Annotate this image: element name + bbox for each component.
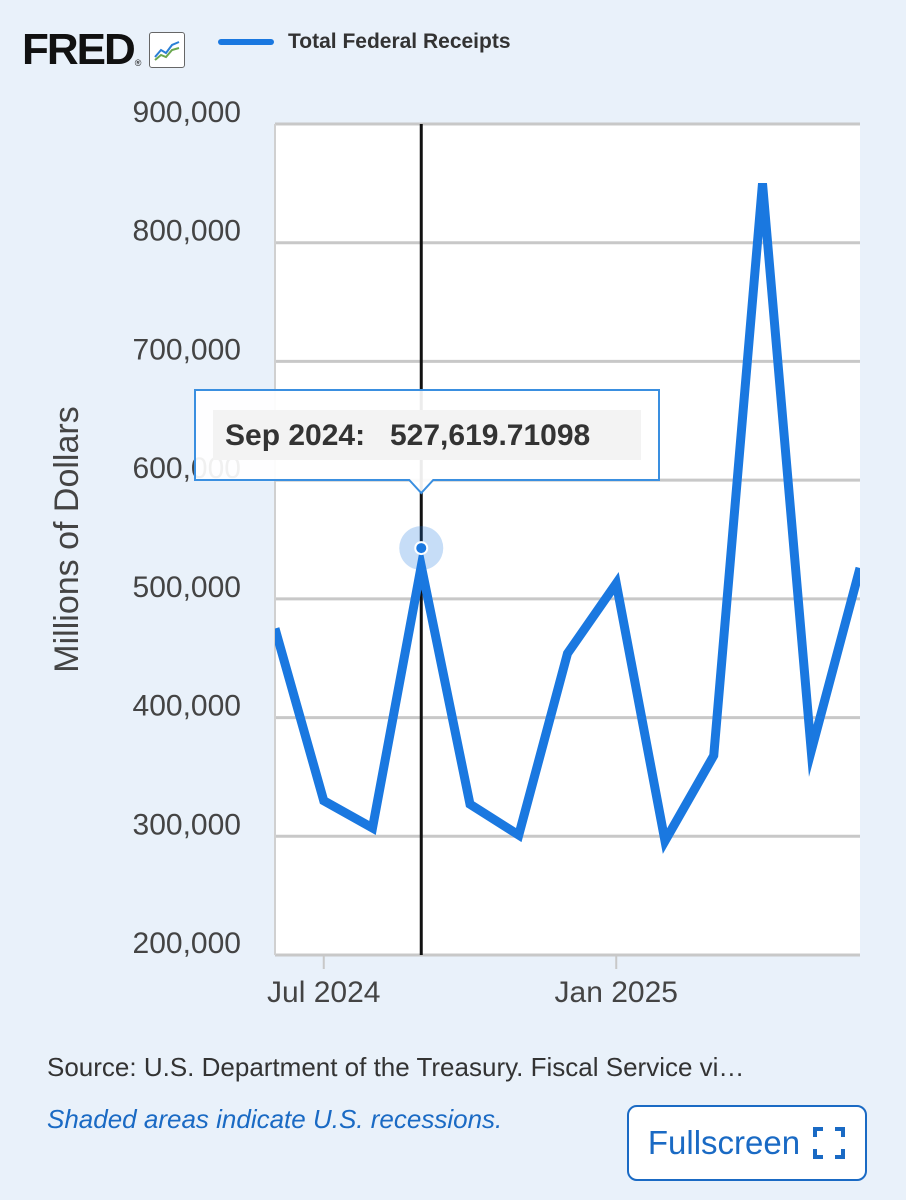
data-point[interactable] — [563, 648, 573, 658]
y-axis-label: Millions of Dollars — [48, 406, 86, 672]
data-point[interactable] — [465, 799, 475, 809]
data-point[interactable] — [319, 796, 329, 806]
data-point[interactable] — [855, 563, 865, 573]
chart-legend: Total Federal Receipts — [218, 30, 511, 54]
tooltip-value: 527,619.71098 — [390, 419, 590, 452]
fred-logo[interactable]: FRED ® — [22, 25, 186, 74]
y-tick-label: 700,000 — [133, 333, 241, 366]
x-tick-label: Jan 2025 — [555, 976, 678, 1009]
y-tick-label: 400,000 — [133, 690, 241, 723]
line-chart-icon — [149, 32, 186, 68]
y-tick-label: 800,000 — [133, 215, 241, 248]
tooltip-date: Sep 2024: — [225, 419, 365, 452]
fullscreen-label: Fullscreen — [647, 1124, 801, 1161]
data-point[interactable] — [660, 836, 670, 846]
fred-logo-text: FRED — [22, 25, 136, 74]
y-tick-label: 200,000 — [133, 927, 241, 960]
data-point[interactable] — [368, 823, 378, 833]
y-tick-label: 900,000 — [133, 96, 241, 129]
source-note: Source: U.S. Department of the Treasury.… — [47, 1052, 745, 1082]
data-point[interactable] — [270, 624, 280, 634]
data-point[interactable] — [758, 178, 768, 188]
y-tick-label: 300,000 — [133, 808, 241, 841]
chart-svg[interactable]: 200,000300,000400,000500,000600,000700,0… — [0, 0, 906, 1040]
y-tick-label: 500,000 — [133, 571, 241, 604]
expand-icon — [812, 1126, 846, 1160]
tooltip-text-bg — [213, 410, 641, 460]
data-point[interactable] — [806, 746, 816, 756]
data-point[interactable] — [514, 830, 524, 840]
legend-label: Total Federal Receipts — [288, 30, 511, 53]
fullscreen-button[interactable]: Fullscreen — [627, 1105, 867, 1181]
highlight-point[interactable] — [414, 541, 429, 556]
header: FRED ® — [22, 25, 186, 74]
x-tick-label: Jul 2024 — [267, 976, 380, 1009]
fred-logo-registered: ® — [134, 58, 142, 68]
recessions-note: Shaded areas indicate U.S. recessions. — [47, 1104, 503, 1134]
data-point[interactable] — [611, 578, 621, 588]
legend-swatch — [218, 39, 274, 45]
series-line[interactable] — [275, 182, 860, 854]
data-point[interactable] — [709, 751, 719, 761]
